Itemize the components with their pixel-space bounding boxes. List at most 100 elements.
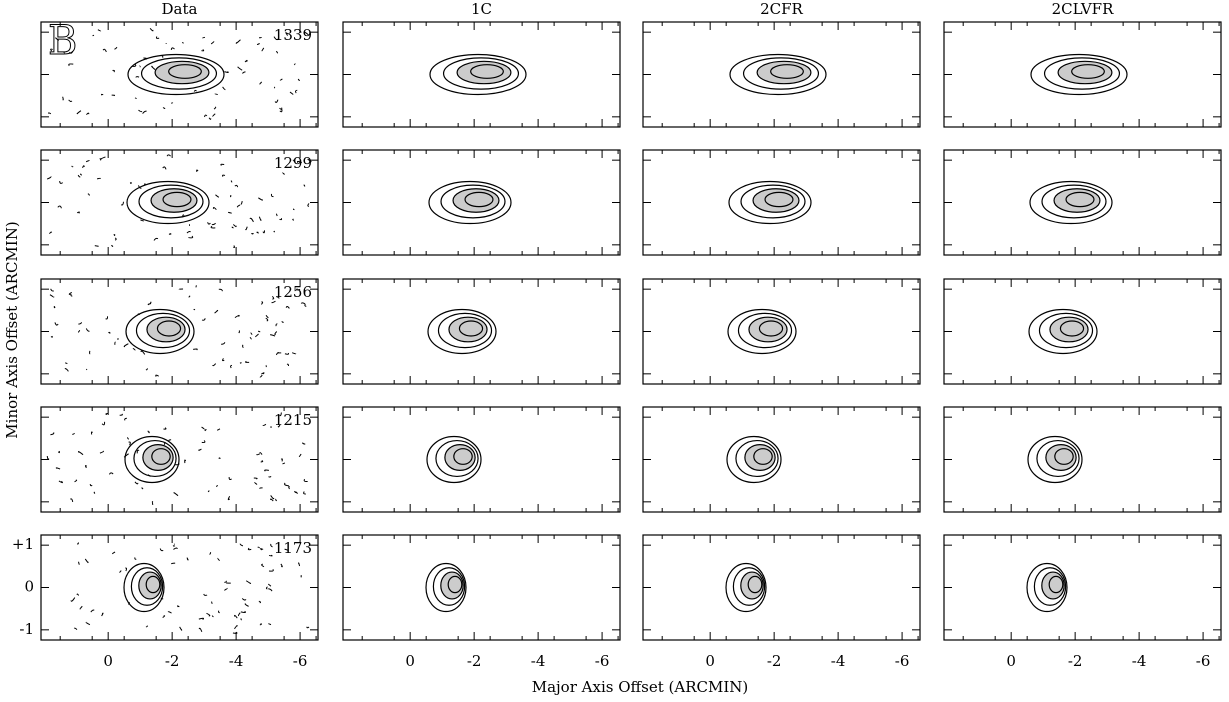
noise-contour (221, 164, 224, 165)
noise-contour (106, 316, 108, 319)
noise-contour (163, 167, 166, 169)
panel: 1173 (41, 535, 318, 640)
noise-contour (121, 202, 123, 205)
noise-contour (112, 70, 114, 72)
noise-contour (163, 108, 165, 109)
noise-contour (171, 102, 173, 103)
noise-contour (269, 624, 271, 625)
y-tick-label: +1 (12, 535, 34, 553)
noise-contour (208, 222, 211, 224)
noise-contour (261, 302, 262, 305)
noise-contour (169, 233, 171, 234)
noise-contour (102, 94, 104, 95)
noise-contour (90, 351, 91, 354)
panel: 1256 (41, 279, 318, 384)
noise-contour (80, 606, 82, 609)
noise-contour (204, 594, 207, 595)
noise-contour (262, 48, 264, 51)
noise-contour (299, 563, 300, 566)
noise-contour (216, 195, 219, 197)
noise-contour (178, 606, 180, 607)
noise-contour (213, 114, 216, 117)
noise-contour (93, 35, 94, 36)
noise-contour (146, 368, 147, 369)
panel (343, 535, 620, 640)
x-tick-label: -6 (293, 652, 308, 670)
noise-contour (98, 30, 101, 31)
noise-contour (257, 454, 260, 455)
noise-contour (242, 598, 246, 600)
y-axis-label: Minor Axis Offset (ARCMIN) (3, 221, 21, 438)
noise-contour (218, 611, 219, 613)
noise-contour (146, 626, 148, 627)
x-tick-label: 0 (103, 652, 113, 670)
x-tick-label: -6 (595, 652, 610, 670)
noise-contour (261, 549, 264, 550)
y-tick-label: -1 (19, 620, 34, 638)
noise-contour (101, 157, 105, 159)
noise-contour (241, 611, 246, 612)
noise-contour (231, 181, 232, 183)
noise-contour (135, 482, 138, 484)
noise-contour (274, 231, 275, 232)
noise-contour (266, 587, 267, 589)
noise-contour (194, 90, 196, 91)
noise-contour (276, 214, 277, 216)
noise-contour (111, 245, 112, 246)
noise-contour (255, 334, 258, 337)
noise-contour (307, 627, 309, 628)
noise-contour (75, 480, 77, 482)
noise-contour (240, 362, 241, 363)
noise-contour (275, 100, 278, 103)
noise-contour (211, 226, 215, 228)
noise-contour (56, 468, 60, 469)
panel (944, 279, 1221, 384)
noise-contour (72, 433, 74, 434)
velocity-label: 1173 (274, 539, 312, 557)
noise-contour (163, 428, 166, 429)
noise-contour (250, 337, 251, 339)
noise-contour (138, 110, 142, 112)
panel-frame (343, 535, 620, 640)
noise-contour (199, 618, 204, 619)
noise-contour (65, 363, 67, 364)
noise-contour (78, 330, 79, 332)
noise-contour (254, 478, 257, 479)
noise-contour (171, 48, 174, 50)
noise-contour (202, 318, 205, 320)
noise-contour (229, 477, 231, 479)
noise-contour (142, 488, 143, 489)
noise-contour (188, 236, 192, 238)
noise-contour (304, 185, 305, 187)
noise-contour (293, 209, 294, 210)
noise-contour (197, 170, 198, 172)
noise-contour (187, 231, 190, 233)
noise-contour (112, 95, 115, 96)
noise-contour (269, 476, 272, 477)
panel-label: B (48, 18, 77, 64)
noise-contour (135, 557, 136, 559)
noise-contour (286, 306, 289, 308)
noise-contour (217, 429, 220, 430)
noise-contour (294, 64, 295, 65)
noise-contour (91, 610, 94, 612)
noise-contour (271, 544, 273, 547)
noise-contour (49, 113, 51, 114)
noise-contour (137, 450, 139, 453)
noise-contour (148, 431, 149, 433)
noise-contour (140, 66, 141, 67)
noise-contour (282, 173, 284, 175)
noise-contour (223, 175, 225, 176)
noise-contour (180, 627, 182, 630)
noise-contour (74, 628, 77, 629)
noise-contour (174, 493, 178, 496)
noise-contour (235, 615, 238, 618)
noise-contour (302, 443, 305, 444)
noise-contour (206, 613, 209, 616)
column-title: 1C (471, 0, 492, 18)
noise-contour (133, 348, 135, 350)
noise-contour (120, 571, 122, 573)
noise-contour (295, 90, 297, 93)
x-tick-label: -6 (1196, 652, 1211, 670)
noise-contour (125, 418, 127, 420)
